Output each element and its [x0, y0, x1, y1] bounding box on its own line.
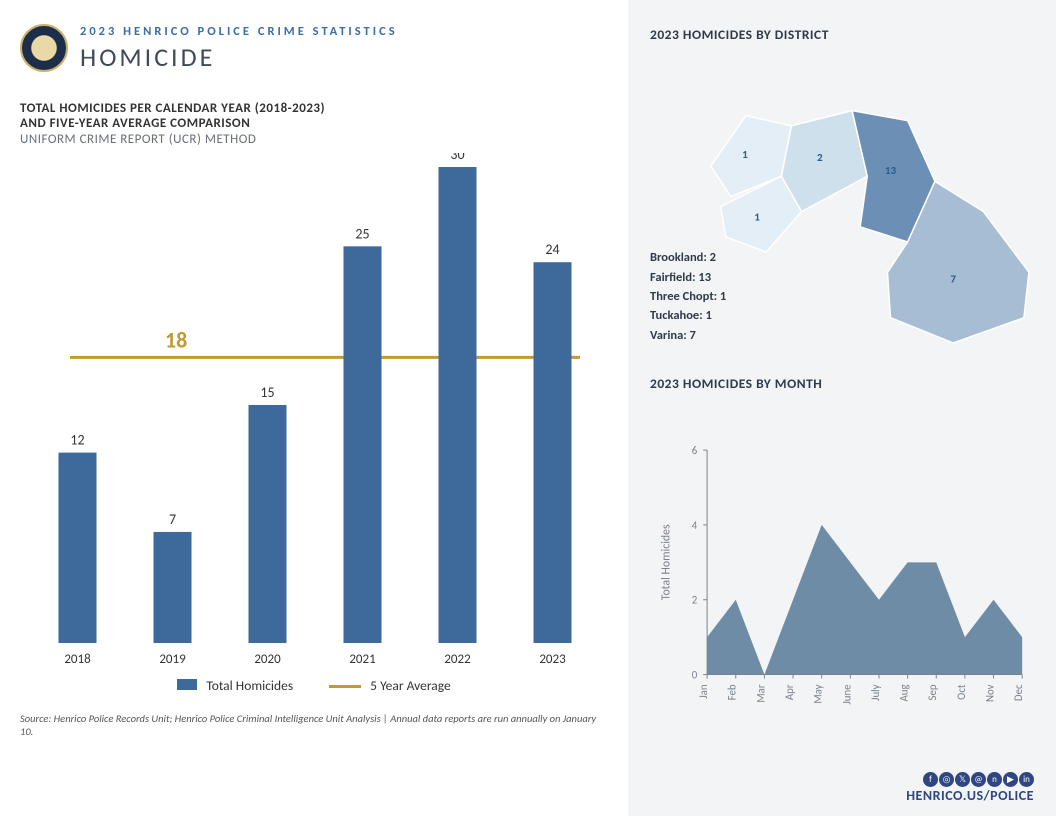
svg-text:July: July [869, 684, 882, 701]
social-icons: f◎𝕏@n▶in [650, 772, 1034, 787]
left-panel: 2023 HENRICO POLICE CRIME STATISTICS HOM… [0, 0, 628, 816]
bar-chart-title-3: UNIFORM CRIME REPORT (UCR) METHOD [20, 132, 608, 147]
month-title: 2023 HOMICIDES BY MONTH [650, 375, 1034, 392]
x-icon: 𝕏 [955, 772, 970, 787]
svg-text:Dec: Dec [1012, 684, 1025, 701]
district-list-item: Three Chopt: 1 [650, 287, 726, 306]
district-list-item: Tuckahoe: 1 [650, 306, 726, 325]
svg-text:Feb: Feb [726, 684, 739, 700]
legend-avg: 5 Year Average [329, 677, 451, 694]
district-list-item: Brookland: 2 [650, 248, 726, 267]
svg-text:2023: 2023 [539, 652, 566, 667]
svg-text:24: 24 [545, 241, 559, 258]
instagram-icon: ◎ [939, 772, 954, 787]
svg-text:0: 0 [692, 669, 698, 682]
svg-text:12: 12 [70, 432, 84, 449]
svg-text:7: 7 [950, 271, 956, 285]
source-note: Source: Henrico Police Records Unit; Hen… [20, 712, 608, 738]
svg-text:Aug: Aug [898, 684, 911, 701]
youtube-icon: ▶ [1003, 772, 1018, 787]
svg-text:June: June [840, 684, 853, 704]
svg-text:6: 6 [692, 444, 698, 457]
threads-icon: @ [971, 772, 986, 787]
svg-text:Mar: Mar [754, 684, 767, 702]
district-title: 2023 HOMICIDES BY DISTRICT [650, 26, 1034, 43]
svg-text:May: May [812, 684, 825, 703]
facebook-icon: f [923, 772, 938, 787]
legend-avg-label: 5 Year Average [370, 677, 451, 694]
svg-text:15: 15 [260, 384, 274, 401]
svg-text:2021: 2021 [349, 652, 375, 667]
district-list: Brookland: 2Fairfield: 13Three Chopt: 1T… [650, 248, 726, 345]
nextdoor-icon: n [987, 772, 1002, 787]
svg-text:13: 13 [885, 163, 897, 177]
legend-series: Total Homicides [177, 677, 293, 694]
legend-swatch-line [329, 685, 361, 688]
header-title: HOMICIDE [80, 41, 398, 73]
police-badge-icon [20, 24, 68, 72]
svg-text:7: 7 [169, 511, 176, 528]
svg-text:Oct: Oct [955, 684, 968, 700]
header: 2023 HENRICO POLICE CRIME STATISTICS HOM… [20, 24, 608, 73]
svg-text:2022: 2022 [444, 652, 471, 667]
svg-text:2019: 2019 [159, 652, 186, 667]
bar-chart-header: TOTAL HOMICIDES PER CALENDAR YEAR (2018-… [20, 101, 608, 147]
month-chart: 0 2 4 6 Jan Feb Mar Apr May June July Aug Sep Oct Nov D… [650, 400, 1034, 766]
svg-text:2: 2 [817, 150, 823, 164]
svg-text:Sep: Sep [926, 684, 939, 700]
svg-text:4: 4 [692, 519, 698, 532]
bar-chart: 18 12 2018 7 2019 15 2020 25 2021 30 2022 24 2023 [20, 153, 610, 673]
svg-text:2018: 2018 [64, 652, 91, 667]
bar-chart-title-1: TOTAL HOMICIDES PER CALENDAR YEAR (2018-… [20, 101, 608, 116]
right-panel: 2023 HOMICIDES BY DISTRICT 1 1 2 13 7 Brookl… [628, 0, 1056, 816]
svg-text:Jan: Jan [697, 684, 710, 699]
header-subtitle: 2023 HENRICO POLICE CRIME STATISTICS [80, 24, 398, 39]
bar-chart-svg: 18 12 2018 7 2019 15 2020 25 2021 30 2022 24 2023 [20, 153, 610, 673]
legend-series-label: Total Homicides [206, 677, 293, 694]
linkedin-icon: in [1019, 772, 1034, 787]
svg-text:Apr: Apr [783, 684, 796, 700]
svg-text:Total Homicides: Total Homicides [660, 524, 674, 600]
svg-text:2020: 2020 [254, 652, 281, 667]
svg-text:1: 1 [742, 147, 748, 161]
bar-chart-title-2: AND FIVE-YEAR AVERAGE COMPARISON [20, 116, 608, 131]
bar-chart-legend: Total Homicides 5 Year Average [20, 677, 608, 694]
legend-swatch-bar [177, 679, 197, 690]
svg-text:18: 18 [165, 326, 187, 353]
svg-text:30: 30 [450, 153, 464, 163]
district-list-item: Fairfield: 13 [650, 268, 726, 287]
svg-text:Nov: Nov [984, 684, 997, 702]
footer-url: HENRICO.US/POLICE [650, 787, 1034, 804]
footer: f◎𝕏@n▶in HENRICO.US/POLICE [650, 772, 1034, 804]
district-map: 1 1 2 13 7 Brookland: 2Fairfield: 13Three Ch… [650, 55, 1034, 365]
month-chart-svg: 0 2 4 6 Jan Feb Mar Apr May June July Aug Sep Oct Nov D… [650, 400, 1034, 766]
svg-text:1: 1 [754, 210, 760, 224]
svg-text:25: 25 [355, 225, 369, 242]
district-list-item: Varina: 7 [650, 326, 726, 345]
svg-text:2: 2 [692, 594, 698, 607]
